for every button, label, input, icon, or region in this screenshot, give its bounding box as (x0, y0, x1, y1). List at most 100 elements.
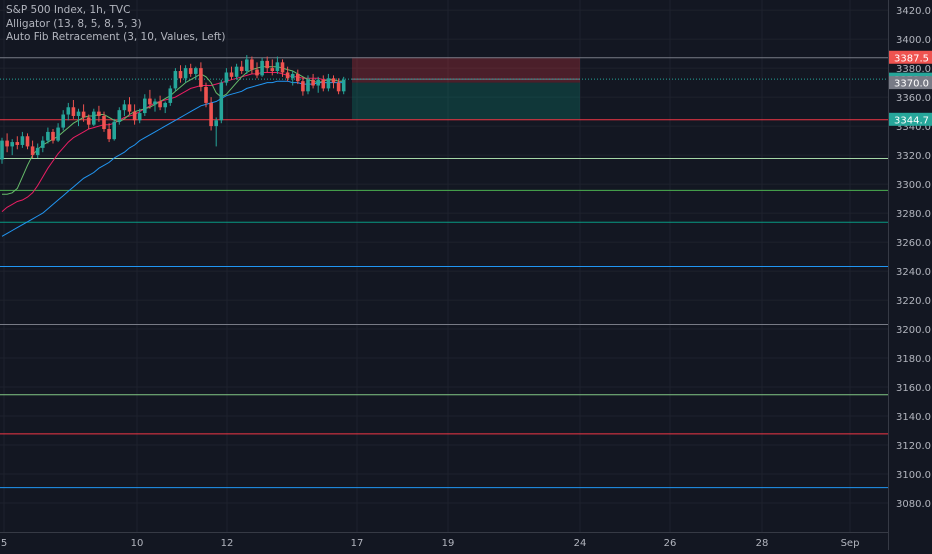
y-tick-label: 3180.0 (896, 354, 931, 365)
y-tick-label: 3300.0 (896, 180, 931, 191)
candle-body (311, 79, 315, 86)
candle-body (173, 71, 178, 89)
y-tick-label: 3360.0 (896, 93, 931, 104)
candle-body (250, 59, 254, 70)
candle-body (122, 104, 127, 111)
candle-body (117, 110, 122, 122)
candle-body (316, 79, 320, 86)
candle-body (290, 73, 295, 79)
candle-body (46, 131, 50, 141)
candle-body (321, 79, 326, 89)
candle-body (15, 142, 20, 145)
candle-body (86, 117, 91, 125)
candle-body (209, 102, 213, 127)
y-tick-label: 3140.0 (896, 412, 931, 423)
candle-body (148, 98, 152, 105)
candle-body (214, 120, 218, 127)
candle-body (132, 111, 137, 121)
x-tick-label: 12 (221, 538, 234, 549)
candle-body (336, 82, 341, 92)
y-tick-label: 3120.0 (896, 441, 931, 452)
candle-body (10, 142, 14, 147)
candle-body (265, 60, 269, 69)
x-tick-label: 19 (442, 538, 455, 549)
candle-body (234, 66, 239, 77)
candle-body (112, 121, 116, 140)
candle-body (76, 111, 81, 116)
x-tick-label: 5 (1, 538, 7, 549)
candle-body (107, 129, 111, 140)
x-tick-label: 17 (351, 538, 364, 549)
price-badge-text-stop: 3387.5 (894, 53, 929, 64)
fib-indicator-label[interactable]: Auto Fib Retracement (3, 10, Values, Lef… (6, 31, 226, 43)
take-profit-zone[interactable] (352, 82, 580, 120)
candle-body (5, 140, 9, 147)
candle-body (306, 79, 310, 92)
candle-body (229, 72, 234, 77)
x-tick-label: 28 (756, 538, 769, 549)
candle-body (163, 102, 167, 108)
candle-body (30, 146, 35, 156)
candle-body (204, 86, 208, 103)
candle-body (56, 127, 60, 141)
y-tick-label: 3320.0 (896, 151, 931, 162)
candle-body (97, 111, 101, 116)
x-tick-label: 24 (574, 538, 587, 549)
candle-body (143, 98, 147, 114)
candle-body (219, 82, 224, 121)
alligator-jaw-line (1, 80, 344, 237)
candle-body (331, 78, 336, 83)
candle-body (25, 136, 30, 147)
symbol-title[interactable]: S&P 500 Index, 1h, TVC (6, 4, 131, 16)
y-tick-label: 3420.0 (896, 6, 931, 17)
y-tick-label: 3220.0 (896, 296, 931, 307)
candle-body (285, 72, 290, 79)
candle-body (41, 140, 45, 148)
price-badge-target[interactable] (889, 112, 932, 126)
candle-body (0, 140, 4, 160)
time-axis-bg (0, 532, 888, 550)
candle-body (239, 66, 244, 72)
candle-body (255, 69, 259, 76)
candle-body (194, 68, 198, 74)
candle-body (35, 147, 40, 156)
price-badge-text-entry: 3370.0 (894, 79, 929, 90)
price-axis-bg (888, 0, 932, 550)
price-badge-text-target: 3344.7 (894, 115, 929, 126)
candle-body (81, 111, 86, 118)
candle-body (341, 79, 346, 92)
candle-body (183, 68, 188, 79)
candle-body (275, 62, 280, 72)
y-tick-label: 3340.0 (896, 122, 931, 133)
candle-body (280, 62, 285, 73)
y-tick-label: 3200.0 (896, 325, 931, 336)
candle-body (199, 68, 203, 87)
candle-body (326, 78, 331, 89)
y-tick-label: 3380.0 (896, 64, 931, 75)
y-tick-label: 3160.0 (896, 383, 931, 394)
candle-body (102, 115, 106, 130)
alligator-indicator-label[interactable]: Alligator (13, 8, 5, 8, 5, 3) (6, 17, 142, 30)
candle-body (168, 88, 173, 103)
y-tick-label: 3080.0 (896, 499, 931, 510)
x-tick-label: 10 (131, 538, 144, 549)
candle-body (20, 136, 25, 145)
candle-body (158, 101, 162, 108)
candle-body (224, 72, 229, 83)
price-badge-stop[interactable] (889, 50, 932, 64)
price-badge-entry[interactable] (889, 76, 932, 90)
y-tick-label: 3280.0 (896, 209, 931, 220)
candle-body (178, 71, 183, 79)
candle-body (296, 73, 300, 82)
y-tick-label: 3100.0 (896, 470, 931, 481)
candle-body (51, 131, 55, 141)
candle-body (153, 101, 157, 105)
candle-body (127, 104, 132, 112)
chart-legend: S&P 500 Index, 1h, TVC Alligator (13, 8,… (6, 4, 225, 45)
candle-body (66, 107, 71, 115)
x-tick-label: 26 (664, 538, 677, 549)
stop-loss-zone[interactable] (352, 57, 580, 83)
